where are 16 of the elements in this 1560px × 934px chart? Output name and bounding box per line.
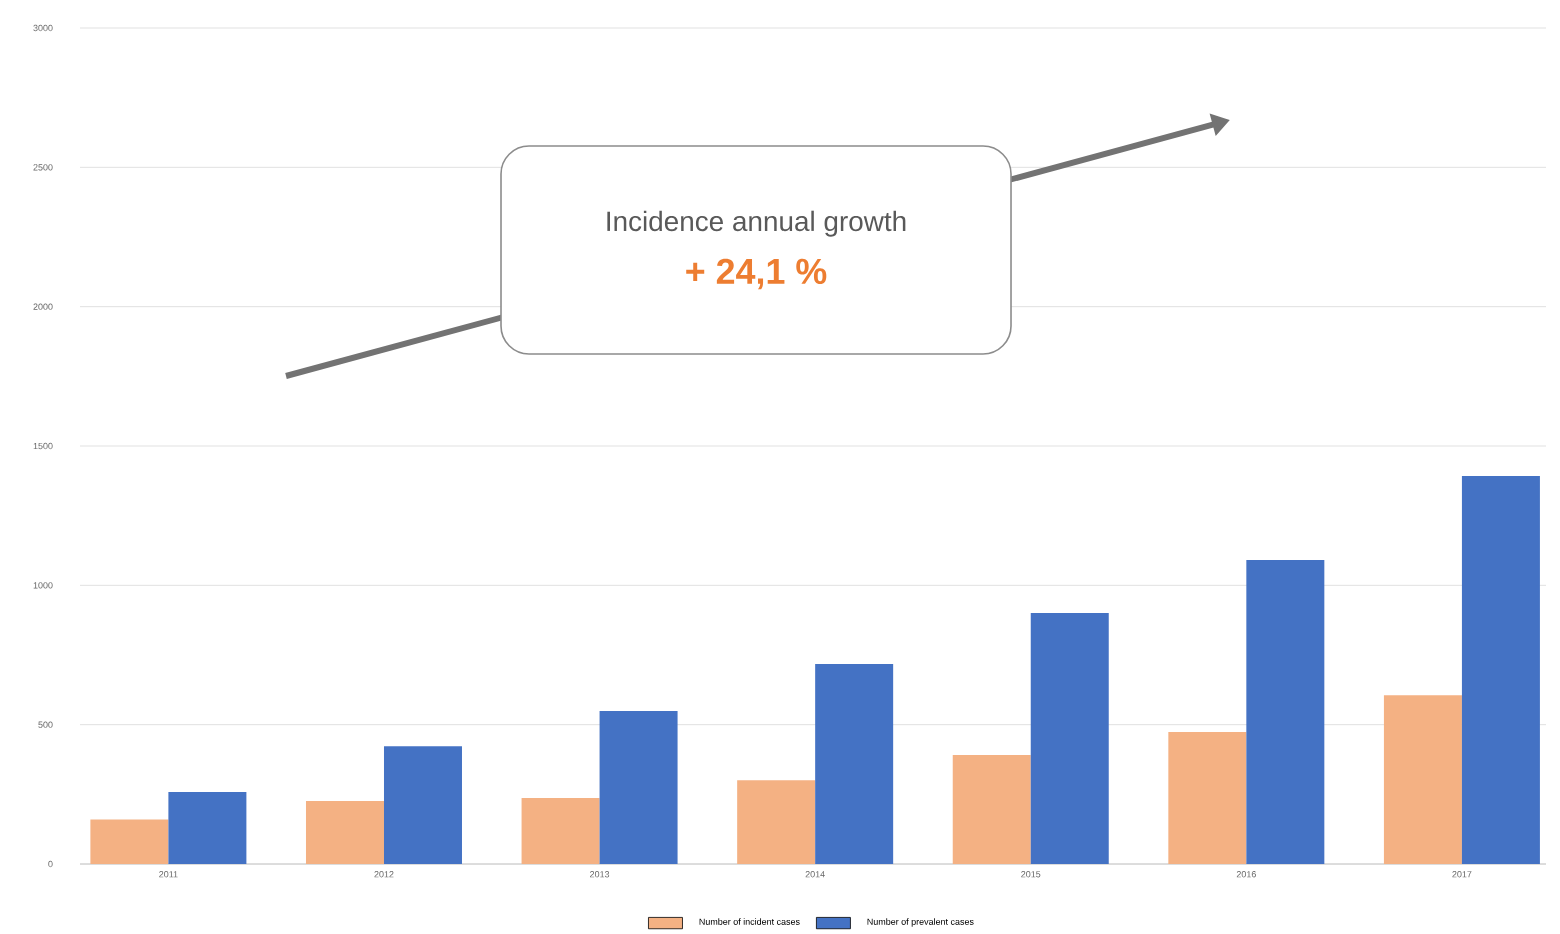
bar [168, 792, 247, 864]
bar [383, 746, 462, 864]
bar [737, 780, 816, 864]
annotation: Incidence annual growth [607, 210, 906, 237]
bar [521, 797, 600, 864]
bar [305, 801, 384, 864]
bar [90, 819, 169, 864]
annotation: + 24,1 % [686, 258, 827, 290]
bar [1461, 476, 1540, 864]
bar [952, 755, 1031, 864]
bar [599, 711, 678, 864]
bar [1246, 559, 1325, 864]
bar [1383, 695, 1462, 864]
bar [815, 663, 894, 864]
bar [1030, 612, 1109, 864]
bar [1168, 731, 1247, 864]
